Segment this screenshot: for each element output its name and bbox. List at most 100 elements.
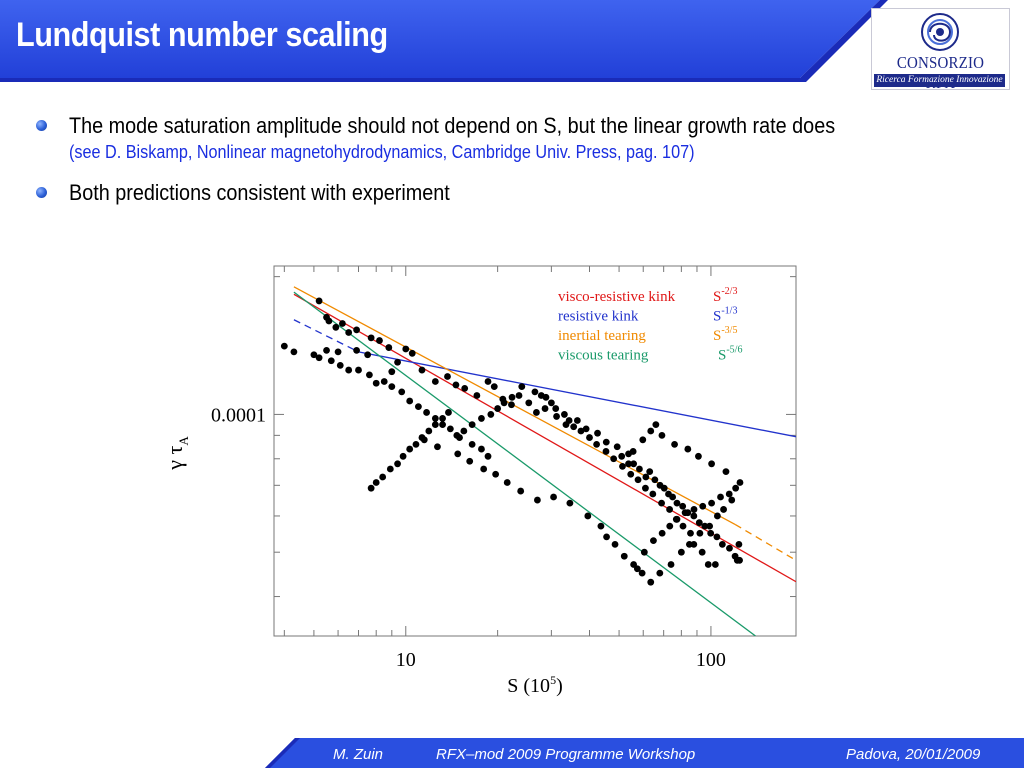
data-point xyxy=(315,297,323,305)
y-axis-label: γ τA xyxy=(162,436,191,471)
data-point xyxy=(484,452,492,460)
data-point xyxy=(339,320,346,327)
data-point xyxy=(541,405,549,412)
data-point xyxy=(503,479,511,486)
data-point xyxy=(452,381,460,389)
data-point xyxy=(434,443,441,451)
data-point xyxy=(508,401,515,409)
data-point xyxy=(698,548,706,556)
data-point xyxy=(618,452,626,460)
data-point xyxy=(679,522,687,530)
data-point xyxy=(388,383,396,391)
data-point xyxy=(453,431,461,439)
footer-event: RFX–mod 2009 Programme Workshop xyxy=(436,746,696,763)
data-point xyxy=(625,460,632,468)
data-point xyxy=(627,470,635,478)
data-point xyxy=(718,541,726,548)
data-point xyxy=(666,506,673,513)
data-point xyxy=(565,417,573,424)
data-point xyxy=(280,342,288,350)
data-point xyxy=(636,465,643,473)
footer-place-date: Padova, 20/01/2009 xyxy=(846,746,981,763)
data-point xyxy=(732,484,740,492)
data-point xyxy=(717,493,724,501)
data-point xyxy=(720,506,727,513)
legend-entry: inertial tearing xyxy=(558,328,646,344)
data-point xyxy=(406,397,414,405)
data-point xyxy=(642,484,649,492)
slide-title: Lundquist number scaling xyxy=(16,16,388,54)
data-point xyxy=(552,405,560,412)
bullet-item: Both predictions consistent with experim… xyxy=(34,179,994,207)
plot-frame xyxy=(273,265,797,637)
data-point xyxy=(667,561,675,568)
data-point xyxy=(652,421,660,429)
data-point xyxy=(577,427,585,435)
data-point xyxy=(613,443,621,451)
data-point xyxy=(418,366,426,374)
data-point xyxy=(602,438,610,446)
data-point xyxy=(537,392,545,399)
data-point xyxy=(372,379,380,387)
data-point xyxy=(376,337,383,344)
data-point xyxy=(412,441,420,448)
data-point xyxy=(620,552,628,560)
data-point xyxy=(649,490,657,498)
data-point xyxy=(669,493,677,501)
data-point xyxy=(671,441,678,448)
data-point xyxy=(696,529,704,537)
data-point xyxy=(461,384,469,392)
data-point xyxy=(647,578,655,586)
data-point xyxy=(380,378,388,385)
data-point xyxy=(610,455,618,463)
data-point xyxy=(468,441,476,448)
data-point xyxy=(658,431,666,439)
data-point xyxy=(728,496,736,504)
data-point xyxy=(431,415,439,422)
data-point xyxy=(323,346,330,354)
data-point xyxy=(345,329,353,336)
data-point xyxy=(406,445,414,453)
data-point xyxy=(310,351,318,359)
data-point xyxy=(425,427,433,435)
data-point xyxy=(685,541,693,548)
data-point xyxy=(439,415,446,422)
data-point xyxy=(684,445,692,453)
bullet-icon xyxy=(36,120,47,131)
data-point xyxy=(517,487,525,495)
data-point xyxy=(658,499,665,507)
data-point xyxy=(367,334,375,342)
data-point xyxy=(473,392,481,399)
data-point xyxy=(582,425,590,433)
data-point xyxy=(695,519,703,527)
data-point xyxy=(364,351,372,359)
data-point xyxy=(699,502,707,510)
data-point xyxy=(367,484,375,492)
data-point xyxy=(365,371,373,379)
data-point xyxy=(634,476,642,484)
legend-scaling: S-1/3 xyxy=(713,306,737,325)
x-axis-label: S (105) xyxy=(507,673,562,697)
data-point xyxy=(633,565,641,573)
data-point xyxy=(431,421,439,429)
data-point xyxy=(290,348,298,356)
data-point xyxy=(658,529,666,537)
legend-scaling: S-5/6 xyxy=(718,345,742,364)
data-point xyxy=(355,366,362,374)
data-point xyxy=(487,411,495,418)
data-point xyxy=(713,533,721,541)
data-point xyxy=(518,383,526,391)
data-point xyxy=(345,366,353,374)
data-point xyxy=(423,409,430,416)
title-bar-band xyxy=(0,0,880,78)
x-tick-label: 10 xyxy=(396,649,416,671)
data-point xyxy=(677,548,685,556)
data-point xyxy=(446,425,454,433)
data-point xyxy=(402,345,410,353)
footer-band xyxy=(265,738,1024,768)
data-point xyxy=(445,409,452,416)
legend-scaling: S-2/3 xyxy=(713,286,737,305)
data-point xyxy=(570,423,578,431)
data-point xyxy=(736,479,744,486)
data-point xyxy=(584,512,592,520)
